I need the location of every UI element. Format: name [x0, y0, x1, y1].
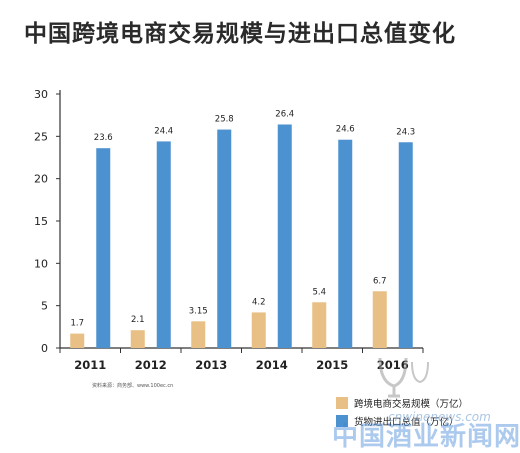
data-label-ecommerce: 5.4	[312, 287, 326, 297]
chart-bars	[70, 124, 413, 348]
data-label-ecommerce: 2.1	[131, 315, 145, 325]
legend-label-trade: 货物进出口总值（万亿）	[354, 417, 459, 428]
bar-ecommerce	[130, 330, 145, 348]
data-label-trade: 24.6	[336, 125, 355, 135]
chart-legend: 跨境电商交易规模（万亿） 货物进出口总值（万亿）	[336, 394, 468, 430]
data-label-ecommerce: 6.7	[373, 276, 387, 286]
y-tick-label: 15	[34, 215, 48, 228]
legend-swatch-trade	[336, 415, 348, 427]
legend-item-trade: 货物进出口总值（万亿）	[336, 412, 468, 430]
data-label-ecommerce: 4.2	[252, 297, 266, 307]
legend-item-ecommerce: 跨境电商交易规模（万亿）	[336, 394, 468, 412]
data-label-ecommerce: 3.15	[189, 306, 208, 316]
data-label-ecommerce: 1.7	[70, 319, 84, 329]
chart-axes: 0 5 10 15 20 25 30 2011 2012 2013 2014 2015 2016	[34, 88, 424, 372]
y-tick-label: 25	[34, 130, 48, 143]
y-tick-label: 30	[34, 88, 48, 101]
data-label-trade: 25.8	[215, 115, 234, 125]
bar-ecommerce	[312, 302, 327, 348]
bar-trade	[277, 124, 292, 348]
chart-source-note: 资料来源：商务部、www.100ec.cn	[92, 383, 174, 389]
x-tick-label: 2016	[377, 358, 409, 372]
watermark-text: 中国酒业新闻网	[332, 422, 520, 452]
data-label-trade: 24.4	[154, 126, 173, 136]
x-tick-label: 2012	[135, 358, 167, 372]
bar-trade	[398, 142, 413, 348]
bar-ecommerce	[251, 312, 266, 348]
bar-trade	[96, 148, 111, 348]
y-tick-label: 20	[34, 173, 48, 186]
legend-label-ecommerce: 跨境电商交易规模（万亿）	[354, 399, 469, 410]
y-tick-label: 5	[41, 300, 48, 313]
bar-ecommerce	[70, 333, 85, 348]
y-tick-label: 10	[34, 257, 48, 270]
data-label-trade: 26.4	[275, 109, 294, 119]
bar-trade	[217, 129, 232, 348]
wine-glass-logo-icon	[378, 357, 429, 398]
x-tick-label: 2014	[256, 358, 288, 372]
x-tick-label: 2011	[74, 358, 106, 372]
data-label-trade: 23.6	[94, 133, 113, 143]
x-tick-label: 2013	[195, 358, 227, 372]
bar-trade	[338, 139, 353, 348]
x-tick-label: 2015	[316, 358, 348, 372]
y-tick-label: 0	[41, 342, 48, 355]
legend-swatch-ecommerce	[336, 397, 348, 409]
bar-ecommerce	[191, 321, 206, 348]
watermark-url: cnwinenews.com	[388, 410, 491, 424]
data-label-trade: 24.3	[396, 127, 415, 137]
bar-trade	[156, 141, 171, 348]
chart-data-labels: 1.7 2.1 3.15 4.2 5.4 6.7 23.6 24.4 25.8 26.4 24.6 2…	[70, 109, 415, 328]
chart-title: 中国跨境电商交易规模与进出口总值变化	[24, 21, 456, 47]
bar-ecommerce	[372, 291, 387, 348]
